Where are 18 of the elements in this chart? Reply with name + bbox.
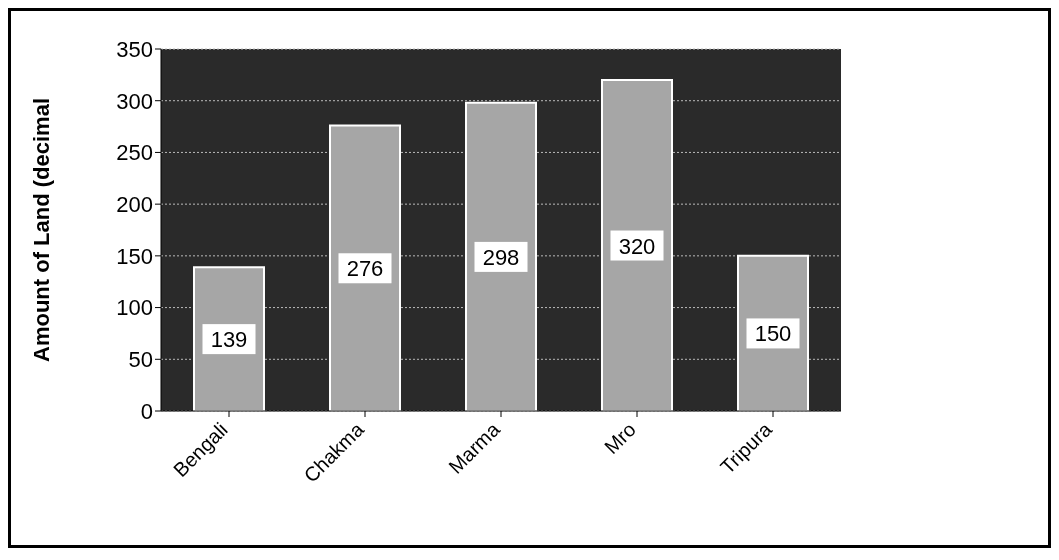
y-tick-label: 350 — [116, 36, 153, 62]
y-tick-label: 300 — [116, 88, 153, 114]
y-tick-label: 200 — [116, 191, 153, 217]
y-tick-label: 250 — [116, 140, 153, 166]
bar — [601, 79, 673, 411]
y-tick-label: 150 — [116, 243, 153, 269]
bar — [329, 124, 401, 411]
data-label: 320 — [618, 233, 656, 259]
y-tick-label: 0 — [140, 398, 153, 424]
y-axis-title: Amount of Land (decimal — [28, 98, 54, 362]
bar — [465, 101, 537, 411]
data-label: 139 — [210, 327, 248, 353]
y-tick-label: 50 — [128, 347, 153, 373]
y-tick-label: 100 — [116, 295, 153, 321]
data-label: 298 — [482, 244, 520, 270]
data-label: 150 — [754, 321, 792, 347]
x-tick-label: Mro — [599, 418, 640, 459]
data-label: 276 — [346, 256, 384, 282]
